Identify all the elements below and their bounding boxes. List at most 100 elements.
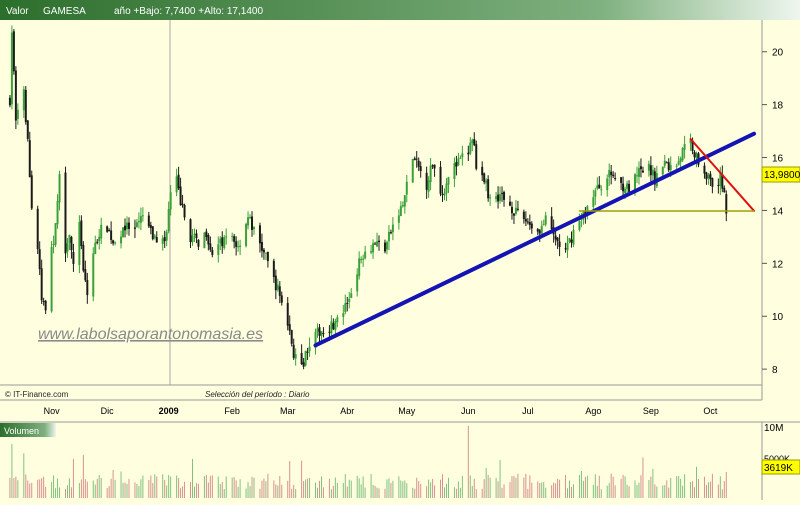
price-tick-label: 20 <box>772 48 784 59</box>
candle-body <box>149 224 152 228</box>
candle-body <box>469 142 472 154</box>
candle-body <box>703 165 706 174</box>
candle-body <box>566 242 569 251</box>
candle-body <box>455 161 458 167</box>
candle-body <box>233 236 236 242</box>
candle-body <box>165 231 168 241</box>
candle-body <box>225 236 228 238</box>
candle-body <box>251 216 254 230</box>
candle-body <box>108 230 111 232</box>
candle-body <box>239 245 242 247</box>
candle-body <box>58 174 61 203</box>
date-tick-label: Jul <box>522 406 534 416</box>
candle-body <box>336 317 339 323</box>
candle-body <box>459 157 462 159</box>
candle-body <box>262 249 265 253</box>
candle-body <box>528 221 531 225</box>
candle-body <box>266 251 269 262</box>
volume-panel <box>0 422 762 500</box>
candle-body <box>272 260 275 278</box>
candle-body <box>300 353 303 365</box>
candle-body <box>471 139 474 144</box>
candle-body <box>342 313 345 318</box>
candle-body <box>183 204 186 218</box>
candle-body <box>417 160 420 167</box>
candle-body <box>264 252 267 254</box>
watermark: www.labolsaporantonomasia.es <box>38 326 263 343</box>
candle-body <box>304 350 307 366</box>
trend-lines <box>313 131 757 348</box>
candle-body <box>540 225 543 234</box>
header-bar <box>0 0 800 20</box>
candle-body <box>151 226 154 240</box>
candle-body <box>647 163 650 171</box>
candle-body <box>677 161 680 165</box>
candle-body <box>399 206 402 217</box>
candle-body <box>22 89 25 111</box>
candle-body <box>320 331 323 336</box>
candle-body <box>427 180 430 192</box>
candle-body <box>294 354 297 359</box>
source-credit: © IT-Finance.com <box>5 390 69 399</box>
candle-body <box>397 215 400 223</box>
candle-body <box>16 109 19 119</box>
candle-body <box>52 243 55 246</box>
candle-body <box>374 243 377 245</box>
candle-body <box>36 208 39 250</box>
candle-body <box>195 233 198 239</box>
candle-body <box>483 173 486 183</box>
candle-body <box>44 300 47 311</box>
candle-body <box>550 216 553 229</box>
candle-body <box>24 90 27 122</box>
candle-body <box>401 204 404 207</box>
candle-body <box>387 231 390 242</box>
candle-body <box>691 140 694 152</box>
candle-body <box>558 241 561 247</box>
candle-body <box>54 223 57 245</box>
date-tick-label: Jun <box>461 406 476 416</box>
candle-body <box>141 215 144 217</box>
candle-body <box>314 331 317 349</box>
header-range: año +Bajo: 7,7400 +Alto: 17,1400 <box>114 6 263 17</box>
candle-body <box>606 178 609 191</box>
candle-body <box>163 237 166 242</box>
candle-body <box>26 120 29 139</box>
candle-body <box>443 192 446 196</box>
volume-tag-text: 3619K <box>764 463 793 474</box>
candle-body <box>247 217 250 226</box>
candle-body <box>651 169 654 176</box>
candle-body <box>489 197 492 199</box>
candle-body <box>635 175 638 177</box>
candle-body <box>14 70 17 121</box>
candle-body <box>258 225 261 244</box>
candle-body <box>306 351 309 353</box>
candle-body <box>649 165 652 176</box>
candle-body <box>86 280 89 296</box>
date-tick-label: Abr <box>340 406 354 416</box>
candle-body <box>653 171 656 185</box>
candle-body <box>510 206 513 214</box>
candle-body <box>508 201 511 206</box>
candle-body <box>126 222 128 230</box>
candle-body <box>360 259 363 261</box>
candle-body <box>50 246 53 312</box>
candle-body <box>695 153 698 159</box>
candle-body <box>709 173 712 180</box>
candle-body <box>70 236 73 251</box>
candle-body <box>622 183 625 192</box>
candle-body <box>133 227 136 229</box>
candle-body <box>419 166 422 171</box>
candle-body <box>592 197 595 207</box>
candle-body <box>290 330 293 344</box>
candle-body <box>600 189 603 191</box>
candle-body <box>280 295 283 303</box>
candle-body <box>82 245 85 271</box>
date-tick-label: Feb <box>224 406 240 416</box>
candle-body <box>372 243 375 253</box>
candle-body <box>96 241 99 243</box>
volume-label-bar <box>0 423 56 437</box>
candle-body <box>669 164 672 171</box>
candle-body <box>538 230 541 234</box>
date-tick-label: Mar <box>280 406 296 416</box>
